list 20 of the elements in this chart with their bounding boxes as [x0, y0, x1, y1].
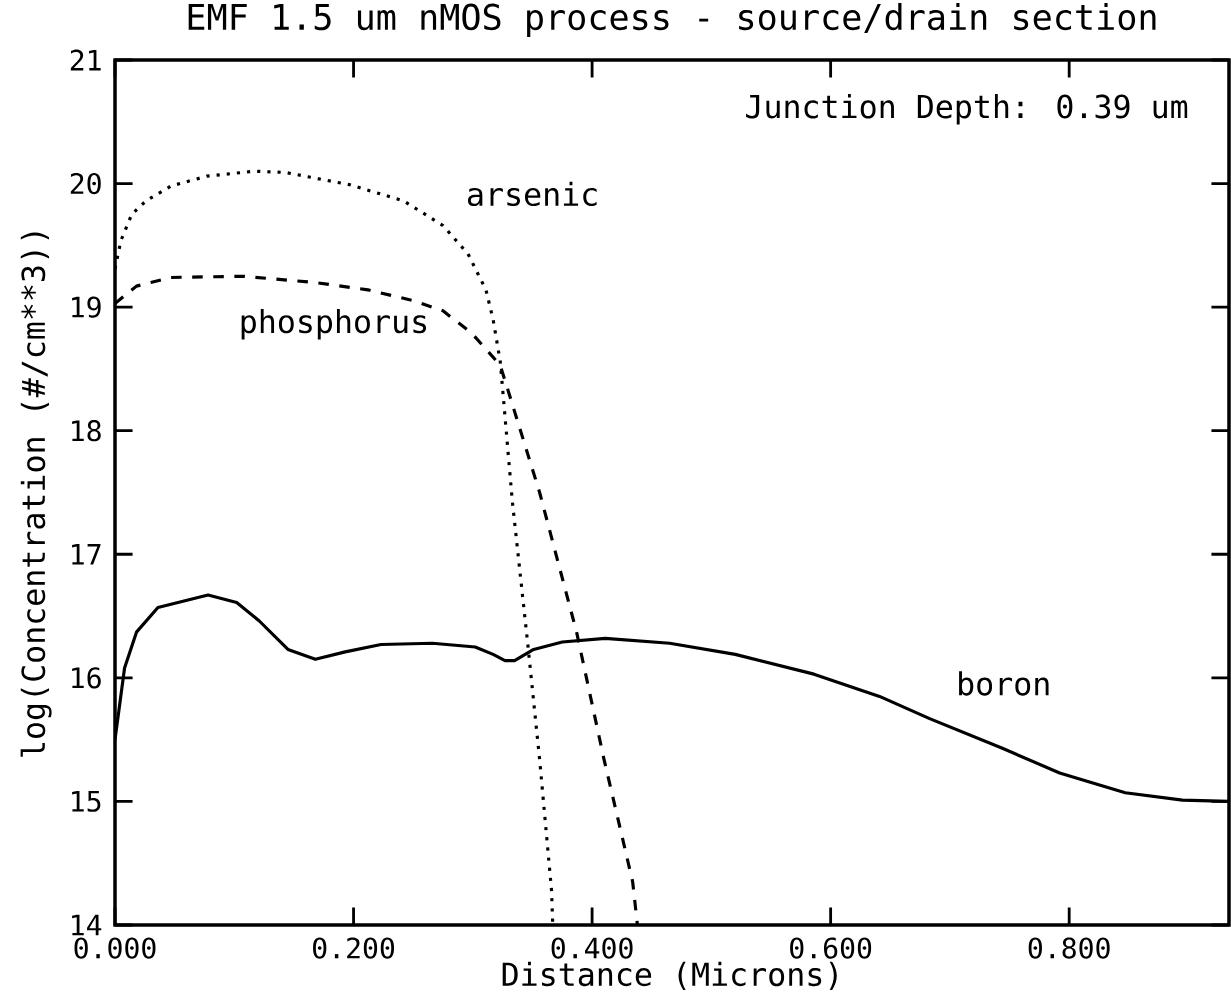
x-axis-title: Distance (Microns): [502, 961, 837, 990]
y-tick-label: 18: [72, 420, 101, 442]
x-tick-label: 0.200: [313, 937, 395, 959]
y-tick-label: 16: [72, 667, 101, 689]
series-label: boron: [959, 671, 1049, 696]
y-axis-title: log(Concentration (#/cm**3)): [20, 232, 52, 757]
y-tick-label: 15: [72, 790, 101, 812]
chart-title: EMF 1.5 um nMOS process - source/drain section: [188, 2, 1156, 38]
x-tick-label: 0.400: [551, 937, 633, 959]
x-tick-label: 0.600: [790, 937, 872, 959]
y-tick-label: 20: [70, 172, 101, 195]
annotation: Junction Depth: 0.39 um: [746, 94, 1188, 125]
y-tick-label: 17: [72, 544, 101, 565]
x-tick-label: 0.000: [74, 937, 156, 959]
series-label: arsenic: [468, 181, 597, 207]
y-tick-label: 19: [72, 296, 101, 318]
y-tick-label: 14: [72, 914, 102, 936]
x-tick-label: 0.800: [1028, 937, 1110, 959]
y-tick-label: 21: [70, 49, 101, 71]
series-label: phosphorus: [241, 308, 427, 340]
